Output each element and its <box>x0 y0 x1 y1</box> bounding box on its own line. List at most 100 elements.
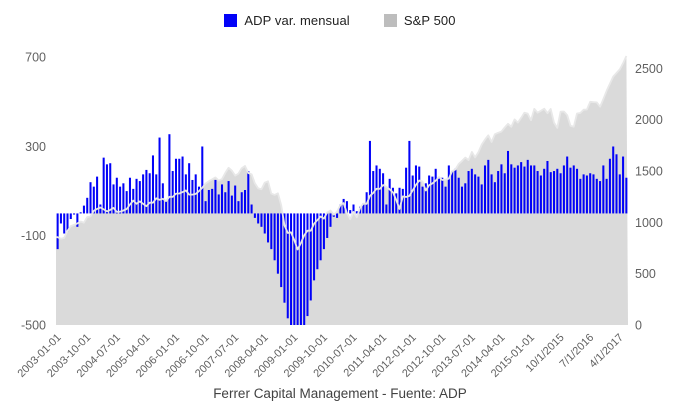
adp-bar[interactable] <box>99 204 102 214</box>
adp-bar[interactable] <box>105 164 108 214</box>
adp-bar[interactable] <box>612 146 615 214</box>
adp-bar[interactable] <box>549 172 552 214</box>
adp-bar[interactable] <box>230 195 233 214</box>
adp-bar[interactable] <box>217 194 220 214</box>
adp-bar[interactable] <box>59 213 62 224</box>
adp-bar[interactable] <box>546 160 549 214</box>
adp-bar[interactable] <box>293 213 296 325</box>
adp-bar[interactable] <box>316 213 319 270</box>
adp-bar[interactable] <box>188 163 191 214</box>
adp-bar[interactable] <box>457 177 460 214</box>
adp-bar[interactable] <box>533 165 536 214</box>
adp-bar[interactable] <box>437 177 440 214</box>
adp-bar[interactable] <box>214 179 217 214</box>
adp-bar[interactable] <box>526 159 529 214</box>
adp-bar[interactable] <box>158 137 161 214</box>
sp500-area[interactable] <box>56 56 628 325</box>
adp-bar[interactable] <box>428 175 431 214</box>
adp-bar[interactable] <box>467 171 470 214</box>
adp-bar[interactable] <box>220 184 224 214</box>
adp-bar[interactable] <box>168 134 171 214</box>
adp-bar[interactable] <box>622 156 625 214</box>
adp-bar[interactable] <box>109 163 112 214</box>
adp-bar[interactable] <box>339 204 342 214</box>
adp-bar[interactable] <box>125 191 128 214</box>
adp-bar[interactable] <box>322 213 325 250</box>
adp-bar[interactable] <box>536 171 539 214</box>
adp-bar[interactable] <box>490 174 493 214</box>
adp-bar[interactable] <box>115 177 118 214</box>
adp-bar[interactable] <box>181 156 184 214</box>
adp-bar[interactable] <box>82 205 85 214</box>
adp-bar[interactable] <box>260 213 263 227</box>
adp-bar[interactable] <box>151 155 154 214</box>
adp-bar[interactable] <box>244 190 247 214</box>
adp-bar[interactable] <box>253 213 256 218</box>
adp-bar[interactable] <box>513 167 516 214</box>
adp-bar[interactable] <box>500 164 503 214</box>
adp-bar[interactable] <box>122 183 125 214</box>
adp-bar[interactable] <box>227 181 230 214</box>
adp-bar[interactable] <box>576 168 579 214</box>
adp-bar[interactable] <box>424 183 427 214</box>
adp-bar[interactable] <box>562 165 565 214</box>
adp-bar[interactable] <box>618 174 621 214</box>
adp-bar[interactable] <box>296 213 299 325</box>
adp-bar[interactable] <box>66 213 69 232</box>
adp-bar[interactable] <box>286 213 289 319</box>
adp-bar[interactable] <box>336 213 339 218</box>
adp-bar[interactable] <box>273 213 276 261</box>
adp-bar[interactable] <box>477 176 480 214</box>
adp-bar[interactable] <box>605 178 608 214</box>
adp-bar[interactable] <box>135 178 138 214</box>
adp-bar[interactable] <box>589 173 592 214</box>
adp-bar[interactable] <box>493 182 496 214</box>
adp-bar[interactable] <box>566 156 569 214</box>
adp-bar[interactable] <box>303 213 306 325</box>
adp-bar[interactable] <box>510 164 513 214</box>
adp-bar[interactable] <box>506 150 510 214</box>
adp-bar[interactable] <box>398 187 401 214</box>
adp-bar[interactable] <box>487 159 490 214</box>
adp-bar[interactable] <box>73 213 76 215</box>
adp-bar[interactable] <box>368 140 371 214</box>
adp-bar[interactable] <box>497 171 500 214</box>
adp-bar[interactable] <box>559 173 562 214</box>
adp-bar[interactable] <box>92 186 95 214</box>
adp-bar[interactable] <box>204 201 207 214</box>
adp-bar[interactable] <box>418 166 421 214</box>
adp-bar[interactable] <box>385 204 388 214</box>
adp-bar[interactable] <box>572 165 575 214</box>
adp-bar[interactable] <box>207 190 210 214</box>
adp-bar[interactable] <box>352 204 355 214</box>
adp-bar[interactable] <box>523 166 526 214</box>
adp-bar[interactable] <box>355 211 358 214</box>
adp-bar[interactable] <box>86 197 89 214</box>
adp-bar[interactable] <box>89 182 92 214</box>
adp-bar[interactable] <box>63 213 66 234</box>
adp-bar[interactable] <box>56 213 59 250</box>
adp-bar[interactable] <box>313 213 316 281</box>
adp-bar[interactable] <box>569 167 572 214</box>
adp-bar[interactable] <box>309 213 312 301</box>
adp-bar[interactable] <box>138 181 141 214</box>
adp-bar[interactable] <box>102 157 105 214</box>
adp-bar[interactable] <box>345 201 348 214</box>
adp-bar[interactable] <box>290 213 293 325</box>
adp-bar[interactable] <box>224 192 227 214</box>
adp-bar[interactable] <box>595 178 598 214</box>
adp-bar[interactable] <box>395 193 398 214</box>
adp-bar[interactable] <box>165 200 168 214</box>
adp-bar[interactable] <box>349 210 352 214</box>
adp-bar[interactable] <box>378 168 381 214</box>
adp-bar[interactable] <box>342 198 345 214</box>
adp-bar[interactable] <box>411 175 414 214</box>
adp-bar[interactable] <box>444 186 447 214</box>
adp-bar[interactable] <box>197 186 201 214</box>
adp-bar[interactable] <box>237 201 240 214</box>
adp-bar[interactable] <box>391 187 394 214</box>
adp-bar[interactable] <box>362 203 365 214</box>
adp-bar[interactable] <box>155 174 158 214</box>
adp-bar[interactable] <box>503 173 506 214</box>
adp-bar[interactable] <box>447 165 450 214</box>
